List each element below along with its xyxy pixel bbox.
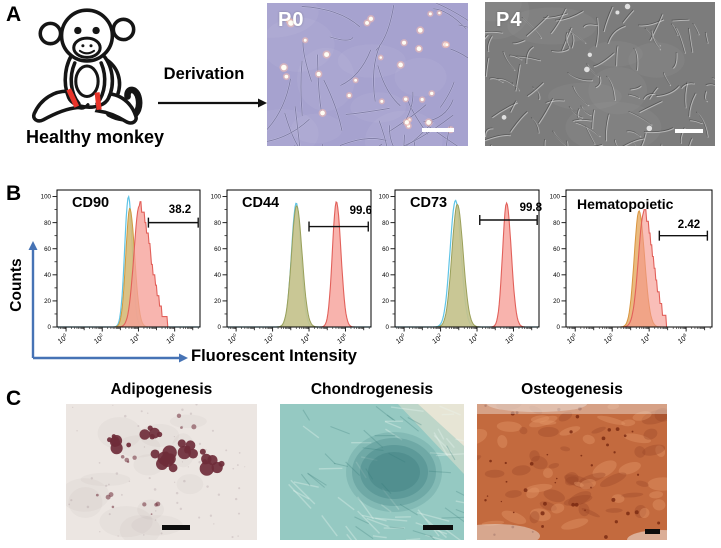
svg-text:60: 60 — [382, 246, 389, 253]
flow-histogram-cd44: 0 20 40 60 80 100 100 102 104 106 — [211, 189, 372, 346]
histogram-title-hematopoietic: Hematopoietic — [577, 196, 674, 212]
gate-value-cd44: 99.6 — [349, 205, 372, 217]
svg-text:104: 104 — [128, 332, 142, 346]
derivation-arrow-icon — [158, 98, 267, 108]
panel-b-label: B — [6, 182, 22, 205]
micrograph-chondrogenesis — [280, 404, 464, 540]
svg-text:40: 40 — [382, 272, 389, 279]
flow-histogram-cd90: 0 20 40 60 80 100 100 102 104 106 — [41, 189, 201, 346]
fluorescent-intensity-axis-label: Fluorescent Intensity — [191, 347, 357, 365]
svg-text:20: 20 — [214, 298, 221, 305]
histogram-title-cd44: CD44 — [242, 195, 280, 211]
svg-text:20: 20 — [553, 298, 560, 305]
svg-text:106: 106 — [676, 332, 690, 346]
micrograph-adipogenesis — [66, 404, 257, 540]
svg-text:60: 60 — [214, 246, 221, 253]
svg-text:40: 40 — [553, 272, 560, 279]
svg-text:100: 100 — [41, 194, 52, 201]
scale-bar — [162, 525, 190, 530]
svg-text:106: 106 — [503, 332, 517, 346]
micrograph-osteogenesis — [477, 404, 667, 540]
gate-value-cd90: 38.2 — [168, 204, 192, 216]
svg-text:60: 60 — [553, 246, 560, 253]
svg-text:80: 80 — [44, 220, 51, 227]
flow-histogram-hematopoietic: 0 20 40 60 80 100 100 102 104 106 — [550, 189, 713, 346]
svg-text:100: 100 — [226, 332, 240, 346]
monkey-caption: Healthy monkey — [25, 127, 165, 147]
svg-text:102: 102 — [430, 332, 444, 346]
svg-text:60: 60 — [44, 246, 51, 253]
svg-text:0: 0 — [48, 324, 52, 331]
svg-text:102: 102 — [602, 332, 616, 346]
svg-text:100: 100 — [56, 332, 70, 346]
scale-bar — [645, 529, 660, 534]
svg-text:40: 40 — [214, 272, 221, 279]
stain-title-chondrogenesis: Chondrogenesis — [310, 381, 434, 398]
gate-value-cd73: 99.8 — [519, 202, 542, 214]
histogram-title-cd90: CD90 — [72, 195, 110, 211]
svg-text:102: 102 — [92, 332, 106, 346]
svg-text:100: 100 — [550, 194, 561, 201]
scale-bar — [422, 128, 454, 132]
panel-c-label: C — [6, 387, 22, 410]
panel-a-label: A — [6, 3, 22, 26]
svg-text:104: 104 — [467, 332, 481, 346]
svg-text:80: 80 — [382, 220, 389, 227]
svg-text:106: 106 — [164, 332, 178, 346]
flow-histogram-cd73: 0 20 40 60 80 100 100 102 104 106 — [379, 189, 540, 346]
scale-bar — [423, 525, 453, 530]
svg-text:100: 100 — [394, 332, 408, 346]
micrograph-adipogenesis-image — [66, 404, 257, 540]
svg-text:20: 20 — [44, 298, 51, 305]
axis-arrows-icon — [28, 241, 188, 363]
micrograph-p4-image — [485, 2, 715, 146]
svg-text:0: 0 — [557, 324, 561, 331]
gate-value-hematopoietic: 2.42 — [677, 219, 701, 231]
svg-text:104: 104 — [639, 332, 653, 346]
histogram-title-cd73: CD73 — [410, 195, 448, 211]
stain-title-osteogenesis: Osteogenesis — [521, 381, 623, 398]
svg-text:104: 104 — [299, 332, 313, 346]
svg-text:100: 100 — [211, 194, 222, 201]
svg-text:40: 40 — [44, 272, 51, 279]
svg-text:106: 106 — [335, 332, 349, 346]
svg-text:100: 100 — [565, 332, 579, 346]
svg-text:20: 20 — [382, 298, 389, 305]
micrograph-osteogenesis-image — [477, 404, 667, 540]
svg-text:80: 80 — [214, 220, 221, 227]
svg-text:0: 0 — [218, 324, 222, 331]
svg-text:0: 0 — [386, 324, 390, 331]
scale-bar — [675, 129, 703, 133]
micrograph-p4-label: P4 — [496, 9, 523, 31]
svg-text:100: 100 — [379, 194, 390, 201]
svg-text:102: 102 — [262, 332, 276, 346]
micrograph-chondrogenesis-image — [280, 404, 464, 540]
stain-title-adipogenesis: Adipogenesis — [110, 381, 213, 398]
svg-text:80: 80 — [553, 220, 560, 227]
micrograph-p0-label: P0 — [278, 9, 305, 31]
derivation-label: Derivation — [163, 65, 245, 83]
micrograph-p0: P0 — [267, 3, 468, 146]
micrograph-p4: P4 — [485, 2, 715, 146]
micrograph-p0-image — [267, 3, 468, 146]
monkey-illustration-icon — [31, 8, 143, 125]
